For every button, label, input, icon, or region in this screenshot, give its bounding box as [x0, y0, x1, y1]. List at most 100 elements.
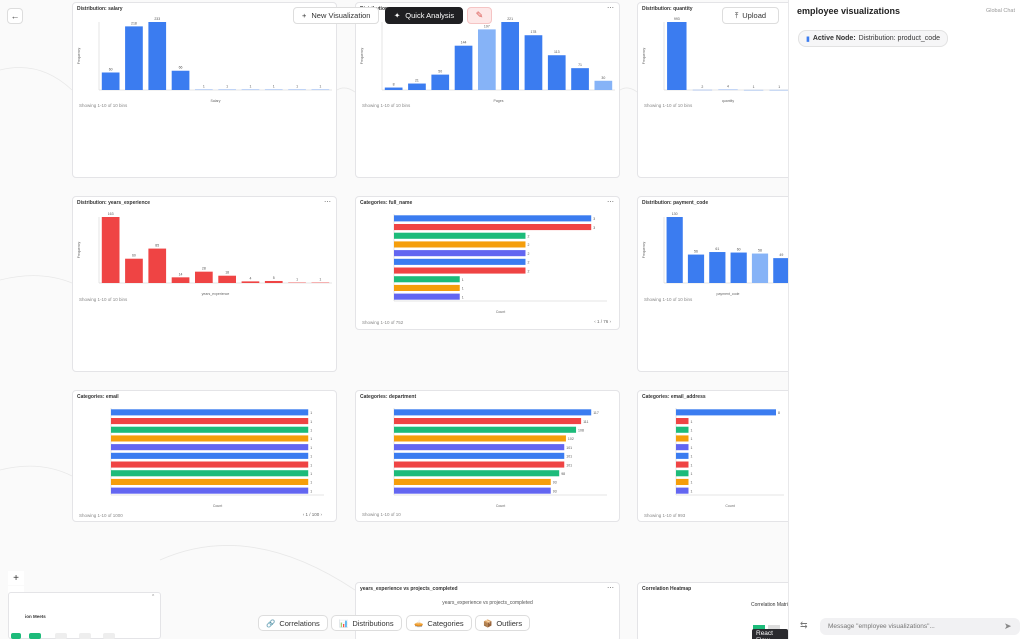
back-button[interactable]: ←	[7, 8, 23, 24]
new-visualization-button[interactable]: + New Visualization	[293, 7, 380, 24]
bar	[111, 470, 309, 477]
card-title: Distribution: quantity	[642, 6, 693, 12]
bar	[101, 72, 120, 90]
bar	[241, 281, 260, 283]
bar-value-label: 1	[691, 420, 693, 424]
bar-value-label: 1	[462, 287, 464, 291]
x-axis-label: Count	[725, 504, 734, 508]
chart-svg: 117 111 108 102 101 101 101 98 93 93 Count	[393, 408, 607, 508]
bar	[676, 478, 689, 485]
bar	[687, 254, 705, 283]
chart-card-full-name[interactable]: Categories: full_name ⋯ 3 3 2 2 2 2 2 1 1 1 Count …	[355, 196, 620, 330]
bar-value-label: 4	[249, 276, 251, 280]
outliers-label: Outliers	[496, 618, 523, 628]
chart-card-department[interactable]: Categories: department 117 111 108 102 101 10…	[355, 390, 620, 522]
quick-analysis-button[interactable]: ✦ Quick Analysis	[385, 7, 464, 24]
bar-value-label: 1	[310, 428, 312, 432]
more-icon[interactable]: ⋯	[607, 5, 614, 12]
bar	[501, 22, 520, 90]
bar	[148, 248, 167, 283]
card-title: Categories: full_name	[360, 200, 413, 206]
bar-value-label: 50	[438, 70, 442, 74]
upload-button[interactable]: ⤒ Upload	[722, 7, 779, 24]
bar-value-label: 1	[691, 437, 693, 441]
link-icon: 🔗	[266, 618, 276, 628]
bar-value-label: 117	[593, 411, 599, 415]
bar-value-label: 1	[691, 455, 693, 459]
brush-button[interactable]: ✎	[467, 7, 492, 24]
active-node-badge[interactable]: ▮ Active Node: Distribution: product_cod…	[798, 30, 948, 47]
bar	[547, 55, 566, 90]
distributions-button[interactable]: 📊 Distributions	[331, 615, 402, 631]
bar-value-label: 1	[691, 489, 693, 493]
bar	[676, 487, 689, 494]
chart-svg: 130 56 61 60 58 49 Frequency payment_code	[642, 212, 788, 296]
bar	[394, 435, 566, 442]
react-flow-attribution[interactable]: React Flow	[752, 629, 788, 639]
outliers-button[interactable]: 📦 Outliers	[475, 615, 531, 631]
chart-card-email[interactable]: Categories: email 1 1 1 1 1 1 1 1 1 1 Count Showin…	[72, 390, 337, 522]
bar-value-label: 1	[462, 295, 464, 299]
pager[interactable]: ‹ 1 / 76 ›	[594, 319, 611, 324]
bar	[571, 68, 589, 90]
bar	[394, 232, 526, 239]
chart-card-email-address[interactable]: Categories: email_address 8 1 1 1 1 1 1 1 1 1 Coun…	[637, 390, 788, 522]
categories-button[interactable]: 🥧 Categories	[406, 615, 472, 631]
bar-value-label: 18	[225, 271, 229, 275]
bar-value-label: 2	[701, 85, 703, 89]
bar-value-label: 8	[393, 83, 395, 87]
chart-card-salary[interactable]: Distribution: salary ⋯ 6021823366111111F…	[72, 2, 337, 178]
pager[interactable]: ‹ 1 / 100 ›	[302, 512, 322, 517]
bar-value-label: 1	[753, 85, 755, 89]
bar-value-label: 1	[310, 472, 312, 476]
chart-card-years-experience[interactable]: Distribution: years_experience ⋯ 163 60 85…	[72, 196, 337, 372]
chart-card-pages[interactable]: Distribution: pages ⋯ 8 21 50 144 197 221 178 1…	[355, 2, 620, 178]
bar-value-label: 1	[310, 463, 312, 467]
bar-value-label: 101	[566, 463, 572, 467]
more-icon[interactable]: ⋯	[324, 199, 331, 206]
bar	[394, 409, 592, 416]
x-axis-label: Count	[496, 310, 505, 314]
send-icon[interactable]: ➤	[1004, 621, 1012, 631]
y-axis-label: Frequency	[77, 241, 81, 258]
bar-value-label: 1	[226, 85, 228, 89]
card-title: Distribution: payment_code	[642, 200, 709, 206]
bar-value-label: 1	[691, 481, 693, 485]
swap-icon[interactable]: ⇆	[800, 620, 808, 630]
chart-card-quantity[interactable]: Distribution: quantity 993 2 4 1 1 Frequency q…	[637, 2, 788, 178]
global-chat-link[interactable]: Global Chat	[985, 8, 1015, 14]
message-input[interactable]	[820, 618, 1020, 635]
bar-value-label: 60	[737, 248, 741, 252]
active-node-prefix: Active Node:	[812, 35, 856, 42]
card-footer: Showing 1-10 of 1000	[79, 513, 123, 518]
flow-canvas[interactable]: Distribution: salary ⋯ 6021823366111111F…	[0, 0, 788, 639]
bar-value-label: 1	[203, 85, 205, 89]
bar-value-label: 93	[553, 481, 557, 485]
arrow-left-icon: ←	[10, 11, 20, 21]
more-icon[interactable]: ⋯	[607, 199, 614, 206]
minimap[interactable]: ion Meets ⌃	[8, 592, 161, 639]
more-icon[interactable]: ⋯	[607, 585, 614, 592]
minimap-label: ion Meets	[25, 614, 46, 619]
correlations-button[interactable]: 🔗 Correlations	[258, 615, 328, 631]
bar	[171, 277, 190, 283]
bar	[394, 470, 560, 477]
bar	[676, 426, 689, 433]
card-title: Distribution: years_experience	[77, 200, 151, 206]
zoom-in-button[interactable]: +	[8, 571, 24, 585]
x-axis-label: Count	[496, 504, 505, 508]
bar-value-label: 21	[415, 79, 419, 83]
upload-label: Upload	[742, 11, 767, 20]
pager-label: 1 / 100	[305, 512, 320, 517]
bar	[394, 293, 460, 300]
bar	[111, 409, 309, 416]
x-axis-label: quantity	[722, 99, 735, 103]
bar	[676, 452, 689, 459]
bar-value-label: 1	[273, 85, 275, 89]
bar	[676, 409, 776, 416]
chart-svg: 163 60 85 14 28 18 4 5 1 1 Frequency years_experien…	[77, 212, 332, 296]
bar	[477, 29, 496, 91]
x-axis-label: years_experience	[202, 292, 230, 296]
bar	[676, 461, 689, 468]
chart-card-payment-code[interactable]: Distribution: payment_code 130 56 61 60 58 49…	[637, 196, 788, 372]
